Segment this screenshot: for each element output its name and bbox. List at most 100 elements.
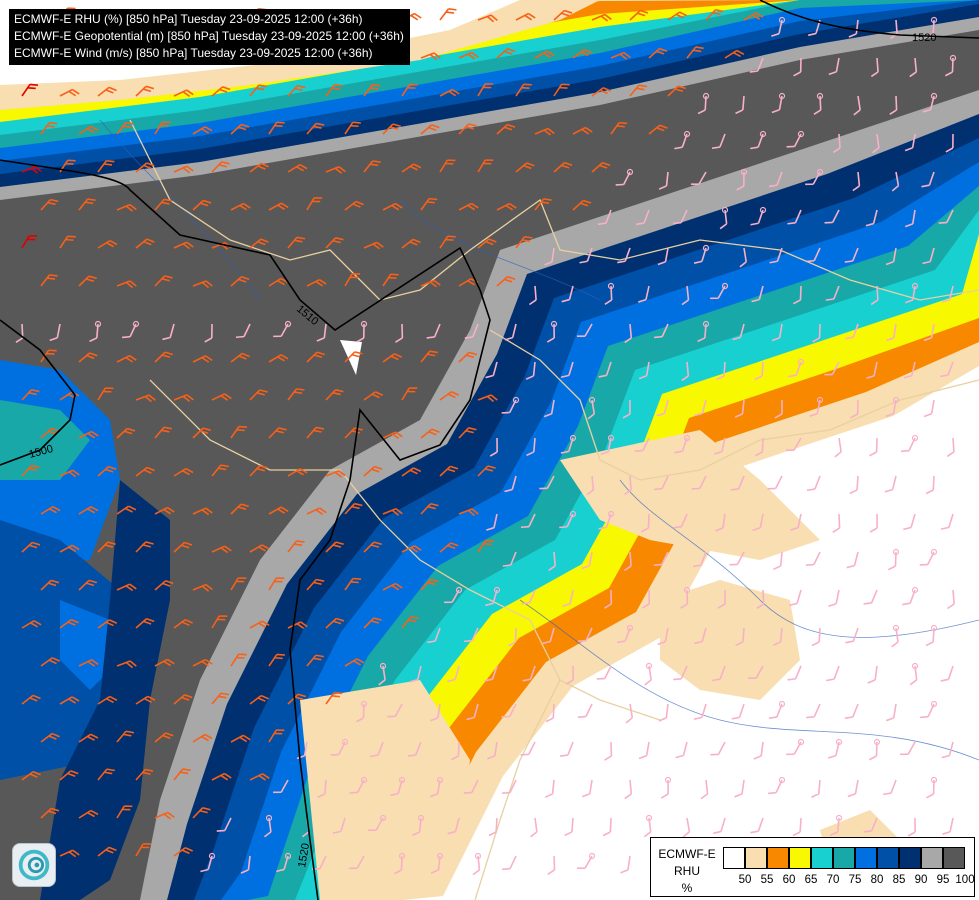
wind-barb [211,772,232,781]
wind-barb [591,87,611,97]
wind-barb [562,589,574,608]
wind-barb [59,696,80,705]
wind-barb [378,662,387,686]
wind-barb [287,388,305,401]
wind-barb [748,665,764,680]
wind-barb [368,814,387,832]
wind-barb [824,209,840,224]
wind-barb [116,355,137,363]
wind-barb [40,274,58,287]
wind-barb [211,615,228,629]
wind-barb [534,50,555,59]
wind-barb [287,540,305,553]
wind-barb [806,703,821,719]
wind-barb [116,505,137,515]
wind-barb [547,855,556,875]
wind-barb [885,396,900,418]
wind-barb [287,84,306,97]
wind-barb [940,665,954,682]
wind-barb [732,323,745,341]
wind-barb [515,12,536,21]
wind-barb [903,361,916,379]
wind-barb [658,171,669,190]
wind-barb [249,162,269,173]
wind-barb [716,361,726,381]
wind-barb [811,779,821,799]
wind-barb [154,426,173,439]
wind-barb [363,617,382,629]
wind-barb [154,506,175,515]
wind-barb [730,475,745,491]
wind-barb [496,275,516,287]
wind-barb [654,323,669,339]
wind-barb [900,434,919,453]
wind-barb [610,121,628,135]
wind-barb [904,209,916,228]
wind-barb [192,355,213,363]
wind-barb [273,779,289,794]
wind-barb [572,126,593,135]
wind-barb [306,654,325,667]
wind-barb [724,49,745,59]
wind-barb [40,579,60,591]
wind-barb [887,548,900,571]
wind-barb [922,247,935,265]
wind-barb [230,202,251,211]
wind-barb [653,551,669,566]
wind-barb [162,323,175,341]
wind-barb [697,92,710,115]
wind-barb [330,738,349,756]
wind-barb [439,465,459,477]
wind-barb [686,46,704,59]
legend-swatch [855,847,877,869]
wind-barb [772,627,783,646]
wind-barb [173,846,193,857]
rhu-band [300,680,470,900]
wind-barb [230,123,250,135]
wind-barb [485,361,498,379]
wind-barb [116,583,137,592]
wind-barb [867,665,878,684]
wind-barb [211,692,230,705]
wind-barb [496,48,516,59]
wind-barb [211,464,229,477]
wind-barb [714,437,726,455]
wind-barb [420,428,440,439]
wind-barb [743,12,764,21]
wind-barb [700,779,709,800]
wind-barb [849,475,859,495]
wind-barb [926,776,938,799]
wind-barb [135,843,152,857]
wind-barb [401,387,418,401]
wind-barb [693,551,707,568]
wind-barb [681,285,690,306]
wind-barb [889,95,898,115]
wind-barb [938,209,954,224]
wind-barb [135,85,155,97]
wind-barb [713,817,726,835]
wind-barb [59,88,80,97]
legend-title-var: RHU [674,864,700,878]
wind-barb [173,467,194,477]
wind-barb [648,124,668,135]
wind-barb [458,51,479,60]
wind-barb [21,620,42,629]
wind-barb [173,694,193,705]
wind-barb [116,805,133,819]
wind-barb [296,741,308,760]
rhu-band [340,340,362,375]
wind-barb [868,738,881,761]
wind-barb [135,238,155,249]
wind-barb [768,776,786,795]
wind-barb [827,738,843,759]
wind-barb [116,427,136,439]
wind-barb [458,123,477,135]
wind-barb [598,510,615,530]
wind-barb [420,124,440,135]
wind-barb [116,280,137,289]
rhu-band [560,430,820,560]
wind-barb [792,817,802,837]
wind-barb [693,244,710,264]
